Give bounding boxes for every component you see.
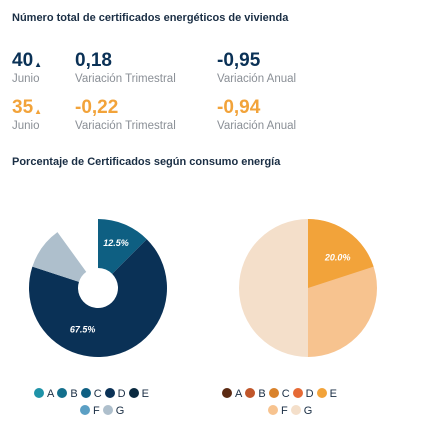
pie-background — [238, 219, 308, 357]
legend-label: E — [141, 388, 149, 400]
stat-value: 0,18 — [75, 50, 112, 71]
stat-blue-trimestral: 0,18 Variación Trimestral — [75, 50, 176, 86]
legend-dot-icon — [80, 405, 90, 415]
legend-item-C[interactable]: C — [268, 386, 290, 403]
stat-orange-junio: 35▲ Junio — [12, 97, 42, 133]
legend-blue: A B C D E F G — [34, 386, 152, 420]
data-label-E: 20.0% — [324, 253, 351, 263]
stat-label: Variación Trimestral — [75, 73, 176, 85]
stat-blue-anual: -0,95 Variación Anual — [217, 50, 296, 86]
stat-label: Variación Anual — [217, 120, 297, 132]
stat-value: 35 — [12, 97, 34, 118]
pie-chart-blue: 12.5% 67.5% 10.0% — [28, 219, 167, 357]
data-label-C: 12.5% — [103, 238, 129, 248]
legend-dot-icon — [57, 388, 68, 398]
legend-label: F — [93, 405, 100, 417]
stat-label: Variación Trimestral — [75, 120, 176, 132]
pie-slice-E[interactable] — [308, 219, 374, 288]
stat-value: -0,22 — [75, 97, 119, 118]
legend-item-E[interactable]: E — [316, 386, 337, 403]
legend-dot-icon — [316, 388, 327, 398]
legend-label: G — [115, 405, 125, 417]
legend-dot-icon — [222, 388, 232, 398]
pie-slice-C[interactable] — [98, 219, 147, 274]
legend-orange: A B C D E F G — [222, 386, 340, 420]
legend-label: F — [281, 405, 288, 417]
stat-label: Junio — [12, 120, 40, 132]
legend-item-F[interactable]: F — [80, 403, 100, 420]
data-label-G: 10.0% — [65, 231, 91, 241]
stat-orange-trimestral: -0,22 Variación Trimestral — [75, 97, 176, 133]
legend-item-A[interactable]: A — [222, 386, 242, 403]
legend-item-G[interactable]: G — [290, 403, 313, 420]
stat-value: -0,94 — [217, 97, 261, 118]
legend-dot-icon — [268, 388, 279, 398]
legend-label: A — [47, 388, 55, 400]
legend-dot-icon — [34, 388, 44, 398]
stat-blue-junio: 40▲ Junio — [12, 50, 42, 86]
legend-label: D — [305, 388, 314, 400]
stat-value: 40 — [12, 50, 34, 71]
legend-dot-icon — [268, 405, 278, 415]
stat-label: Junio — [12, 73, 40, 85]
legend-dot-icon — [292, 388, 303, 398]
stat-orange-anual: -0,94 Variación Anual — [217, 97, 296, 133]
legend-dot-icon — [104, 388, 115, 398]
legend-item-D[interactable]: D — [292, 386, 314, 403]
legend-label: B — [258, 388, 266, 400]
pie-chart-orange: 20.0% — [238, 219, 377, 357]
legend-item-C[interactable]: C — [80, 386, 102, 403]
legend-item-F[interactable]: F — [268, 403, 288, 420]
legend-label: B — [70, 388, 78, 400]
pie-slice-G[interactable] — [32, 232, 87, 282]
legend-dot-icon — [290, 405, 301, 415]
legend-dot-icon — [128, 388, 139, 398]
page-title: Número total de certificados energéticos… — [12, 12, 289, 24]
legend-label: C — [93, 388, 102, 400]
legend-item-A[interactable]: A — [34, 386, 54, 403]
up-arrow-icon: ▲ — [34, 107, 43, 116]
legend-item-D[interactable]: D — [104, 386, 126, 403]
legend-item-E[interactable]: E — [128, 386, 149, 403]
pie-slice-D[interactable] — [28, 239, 167, 357]
data-label-D: 67.5% — [70, 325, 96, 335]
legend-item-B[interactable]: B — [57, 386, 78, 403]
legend-dot-icon — [80, 388, 91, 398]
stat-label: Variación Anual — [217, 73, 297, 85]
legend-label: A — [235, 388, 243, 400]
legend-item-B[interactable]: B — [245, 386, 266, 403]
legend-label: C — [281, 388, 290, 400]
legend-label: G — [303, 405, 313, 417]
legend-label: D — [117, 388, 126, 400]
stat-value: -0,95 — [217, 50, 261, 71]
legend-dot-icon — [102, 405, 113, 415]
section-title: Porcentaje de Certificados según consumo… — [12, 156, 281, 168]
legend-item-G[interactable]: G — [102, 403, 125, 420]
up-arrow-icon: ▲ — [34, 60, 43, 69]
legend-dot-icon — [245, 388, 256, 398]
legend-label: E — [329, 388, 337, 400]
